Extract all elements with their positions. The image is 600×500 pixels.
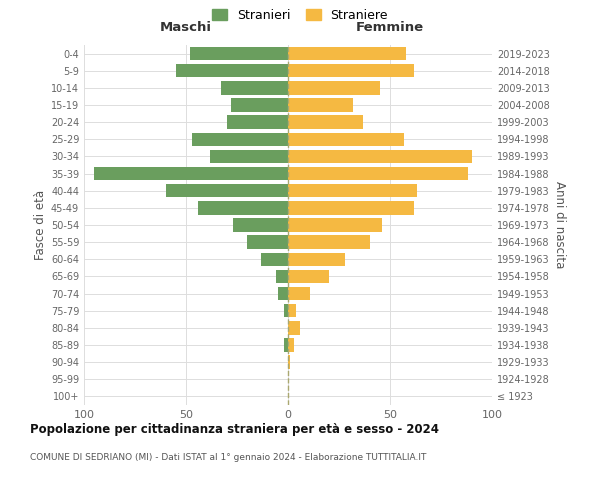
Bar [288, 338, 294, 351]
Bar [247, 236, 288, 249]
Text: Maschi: Maschi [160, 21, 212, 34]
Bar [233, 218, 288, 232]
Bar [288, 116, 364, 129]
Bar [221, 81, 288, 94]
Bar [278, 287, 288, 300]
Bar [190, 47, 288, 60]
Bar [288, 287, 310, 300]
Text: Popolazione per cittadinanza straniera per età e sesso - 2024: Popolazione per cittadinanza straniera p… [30, 422, 439, 436]
Bar [288, 167, 467, 180]
Y-axis label: Fasce di età: Fasce di età [34, 190, 47, 260]
Bar [198, 201, 288, 214]
Bar [288, 321, 300, 334]
Bar [166, 184, 288, 198]
Bar [288, 236, 370, 249]
Bar [288, 150, 472, 163]
Bar [288, 252, 345, 266]
Text: COMUNE DI SEDRIANO (MI) - Dati ISTAT al 1° gennaio 2024 - Elaborazione TUTTITALI: COMUNE DI SEDRIANO (MI) - Dati ISTAT al … [30, 452, 427, 462]
Legend: Stranieri, Straniere: Stranieri, Straniere [209, 6, 391, 24]
Bar [176, 64, 288, 78]
Bar [288, 98, 353, 112]
Bar [276, 270, 288, 283]
Bar [288, 356, 290, 369]
Bar [288, 201, 415, 214]
Bar [288, 218, 382, 232]
Bar [211, 150, 288, 163]
Bar [288, 64, 415, 78]
Bar [288, 132, 404, 146]
Bar [94, 167, 288, 180]
Text: Femmine: Femmine [356, 21, 424, 34]
Bar [284, 304, 288, 318]
Bar [288, 184, 416, 198]
Bar [192, 132, 288, 146]
Bar [227, 116, 288, 129]
Bar [231, 98, 288, 112]
Bar [288, 81, 380, 94]
Y-axis label: Anni di nascita: Anni di nascita [553, 182, 566, 268]
Bar [288, 270, 329, 283]
Bar [288, 47, 406, 60]
Bar [284, 338, 288, 351]
Bar [262, 252, 288, 266]
Bar [288, 304, 296, 318]
